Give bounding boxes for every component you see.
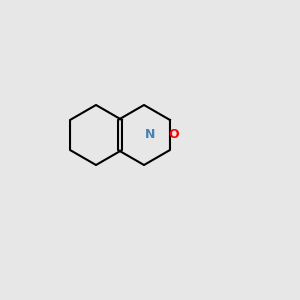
Text: N: N: [145, 128, 155, 142]
Text: O: O: [169, 128, 179, 142]
